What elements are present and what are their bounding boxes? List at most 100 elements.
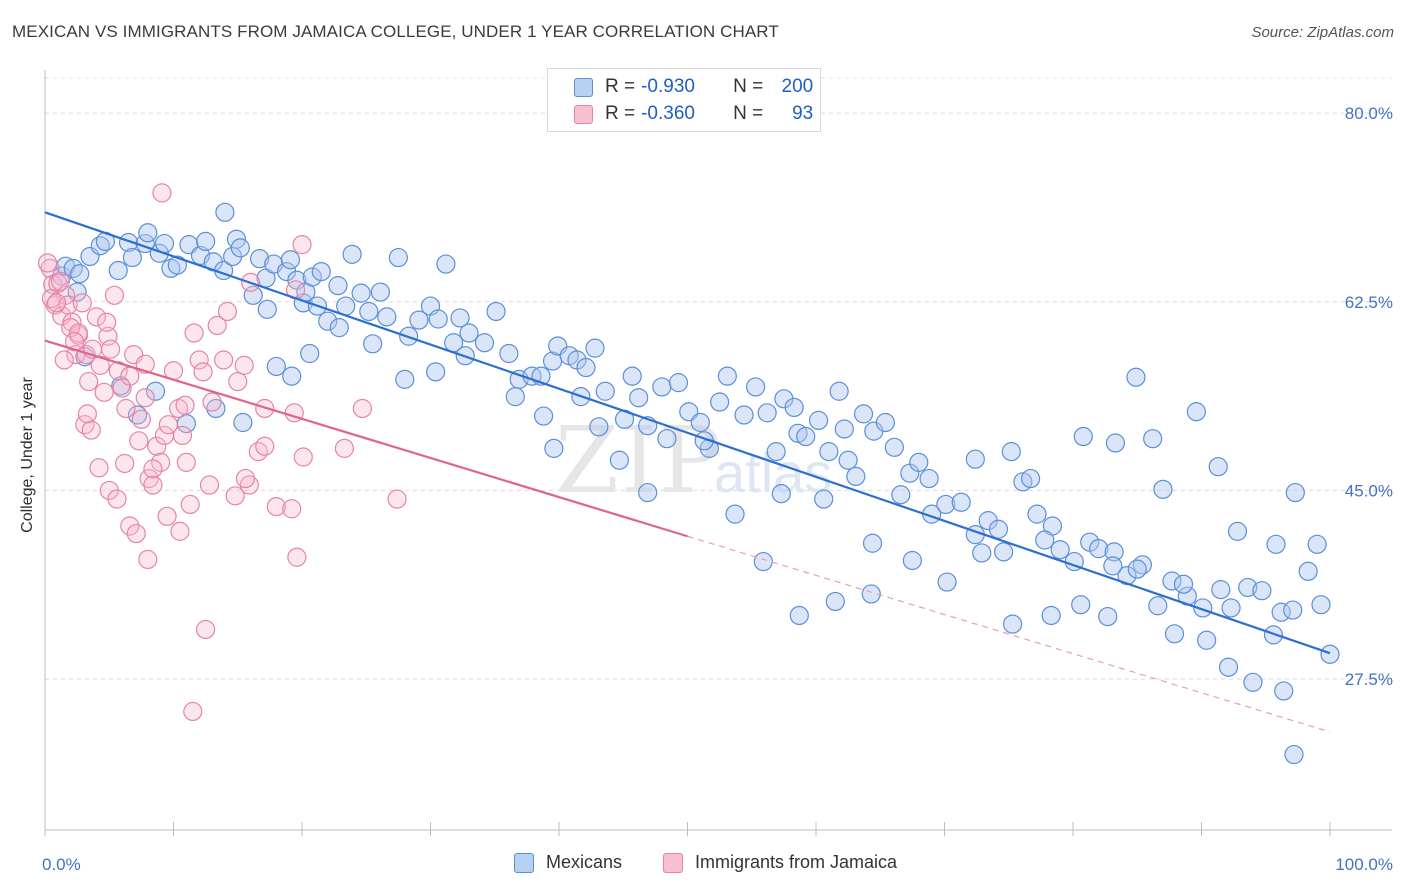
y-tick-label: 80.0% <box>1345 104 1393 123</box>
data-point <box>175 395 195 415</box>
data-point <box>1041 605 1061 626</box>
data-point <box>1035 530 1055 550</box>
data-point <box>143 459 163 479</box>
data-point <box>717 366 737 386</box>
data-point <box>1089 539 1109 559</box>
data-point <box>936 494 956 515</box>
data-point <box>1284 744 1304 765</box>
data-point <box>652 377 672 397</box>
data-point <box>1126 367 1146 387</box>
data-point <box>196 619 216 640</box>
data-point <box>377 307 397 327</box>
data-point <box>115 453 135 474</box>
data-point <box>122 247 142 268</box>
data-point <box>50 271 71 291</box>
data-point <box>108 260 128 281</box>
data-point <box>1001 442 1021 462</box>
data-point <box>825 591 845 612</box>
data-point <box>363 334 383 354</box>
data-point <box>919 468 939 489</box>
data-point <box>180 494 200 515</box>
data-point <box>149 243 169 263</box>
data-point <box>965 449 985 469</box>
data-point <box>370 282 390 302</box>
x-tick-label: 100.0% <box>1335 855 1393 874</box>
data-point <box>819 442 839 462</box>
legend-row-jamaica: R = -0.360 N = 93 <box>548 101 813 127</box>
data-point <box>129 431 149 451</box>
data-point <box>1227 521 1248 541</box>
data-point <box>217 301 238 322</box>
data-point <box>107 489 127 509</box>
data-point <box>300 343 320 364</box>
data-point <box>230 238 250 258</box>
data-point <box>131 409 151 429</box>
data-point <box>988 519 1009 539</box>
data-point <box>814 489 834 509</box>
data-point <box>158 415 178 435</box>
data-point <box>342 244 362 264</box>
data-point <box>79 371 99 392</box>
data-point <box>734 405 754 425</box>
data-point <box>657 429 677 449</box>
data-point <box>215 202 235 222</box>
legend-row-mexicans: R = -0.930 N = 200 <box>548 74 813 100</box>
data-point <box>994 542 1014 562</box>
watermark-zip: ZIP <box>555 407 723 514</box>
data-point <box>853 404 874 424</box>
legend-n-value: 93 <box>792 103 814 124</box>
data-point <box>622 366 642 386</box>
data-point <box>1193 598 1213 618</box>
data-point <box>126 523 146 544</box>
data-point <box>352 398 372 419</box>
data-point <box>183 701 203 722</box>
data-point <box>757 403 777 423</box>
data-point <box>486 301 506 322</box>
data-point <box>474 333 495 353</box>
data-point <box>1311 595 1331 615</box>
data-point <box>120 516 140 536</box>
data-point <box>145 381 166 401</box>
data-point <box>409 310 429 330</box>
data-point <box>154 233 175 254</box>
data-point <box>638 482 658 503</box>
data-point <box>589 417 609 437</box>
data-point <box>120 366 140 386</box>
data-point <box>104 285 124 305</box>
legend-swatch-mexicans <box>574 77 593 97</box>
data-point <box>533 406 554 426</box>
data-point <box>789 605 809 626</box>
stats-legend: R = -0.930 N = 200 R = -0.360 N = 93 <box>547 68 821 132</box>
data-point <box>1186 402 1206 422</box>
series-layer <box>37 183 1340 765</box>
data-point <box>1208 457 1228 477</box>
data-point <box>1307 534 1327 554</box>
data-point <box>293 447 313 467</box>
data-point <box>351 283 371 303</box>
legend-item-mexicans[interactable]: Mexicans <box>514 852 622 873</box>
legend-item-jamaica[interactable]: Immigrants from Jamaica <box>663 852 897 873</box>
legend-n-label: N = <box>733 103 764 124</box>
trend-layer <box>44 211 1331 733</box>
data-point <box>861 584 881 604</box>
data-point <box>426 362 446 382</box>
data-point <box>138 223 158 243</box>
data-point <box>329 318 349 338</box>
data-point <box>725 504 745 524</box>
legend-n-label: N = <box>733 76 764 97</box>
data-point <box>387 489 407 509</box>
data-point <box>257 299 277 319</box>
data-point <box>176 452 196 472</box>
data-point <box>151 452 171 472</box>
data-point <box>1238 577 1258 598</box>
y-tick-label: 45.0% <box>1345 481 1393 500</box>
data-point <box>1153 479 1173 499</box>
data-point <box>829 381 849 401</box>
data-point <box>862 533 883 553</box>
data-point <box>1003 614 1023 634</box>
data-point <box>1148 596 1168 616</box>
data-point <box>395 369 415 389</box>
data-point <box>184 323 204 343</box>
data-point <box>1073 426 1093 447</box>
data-point <box>94 382 114 402</box>
